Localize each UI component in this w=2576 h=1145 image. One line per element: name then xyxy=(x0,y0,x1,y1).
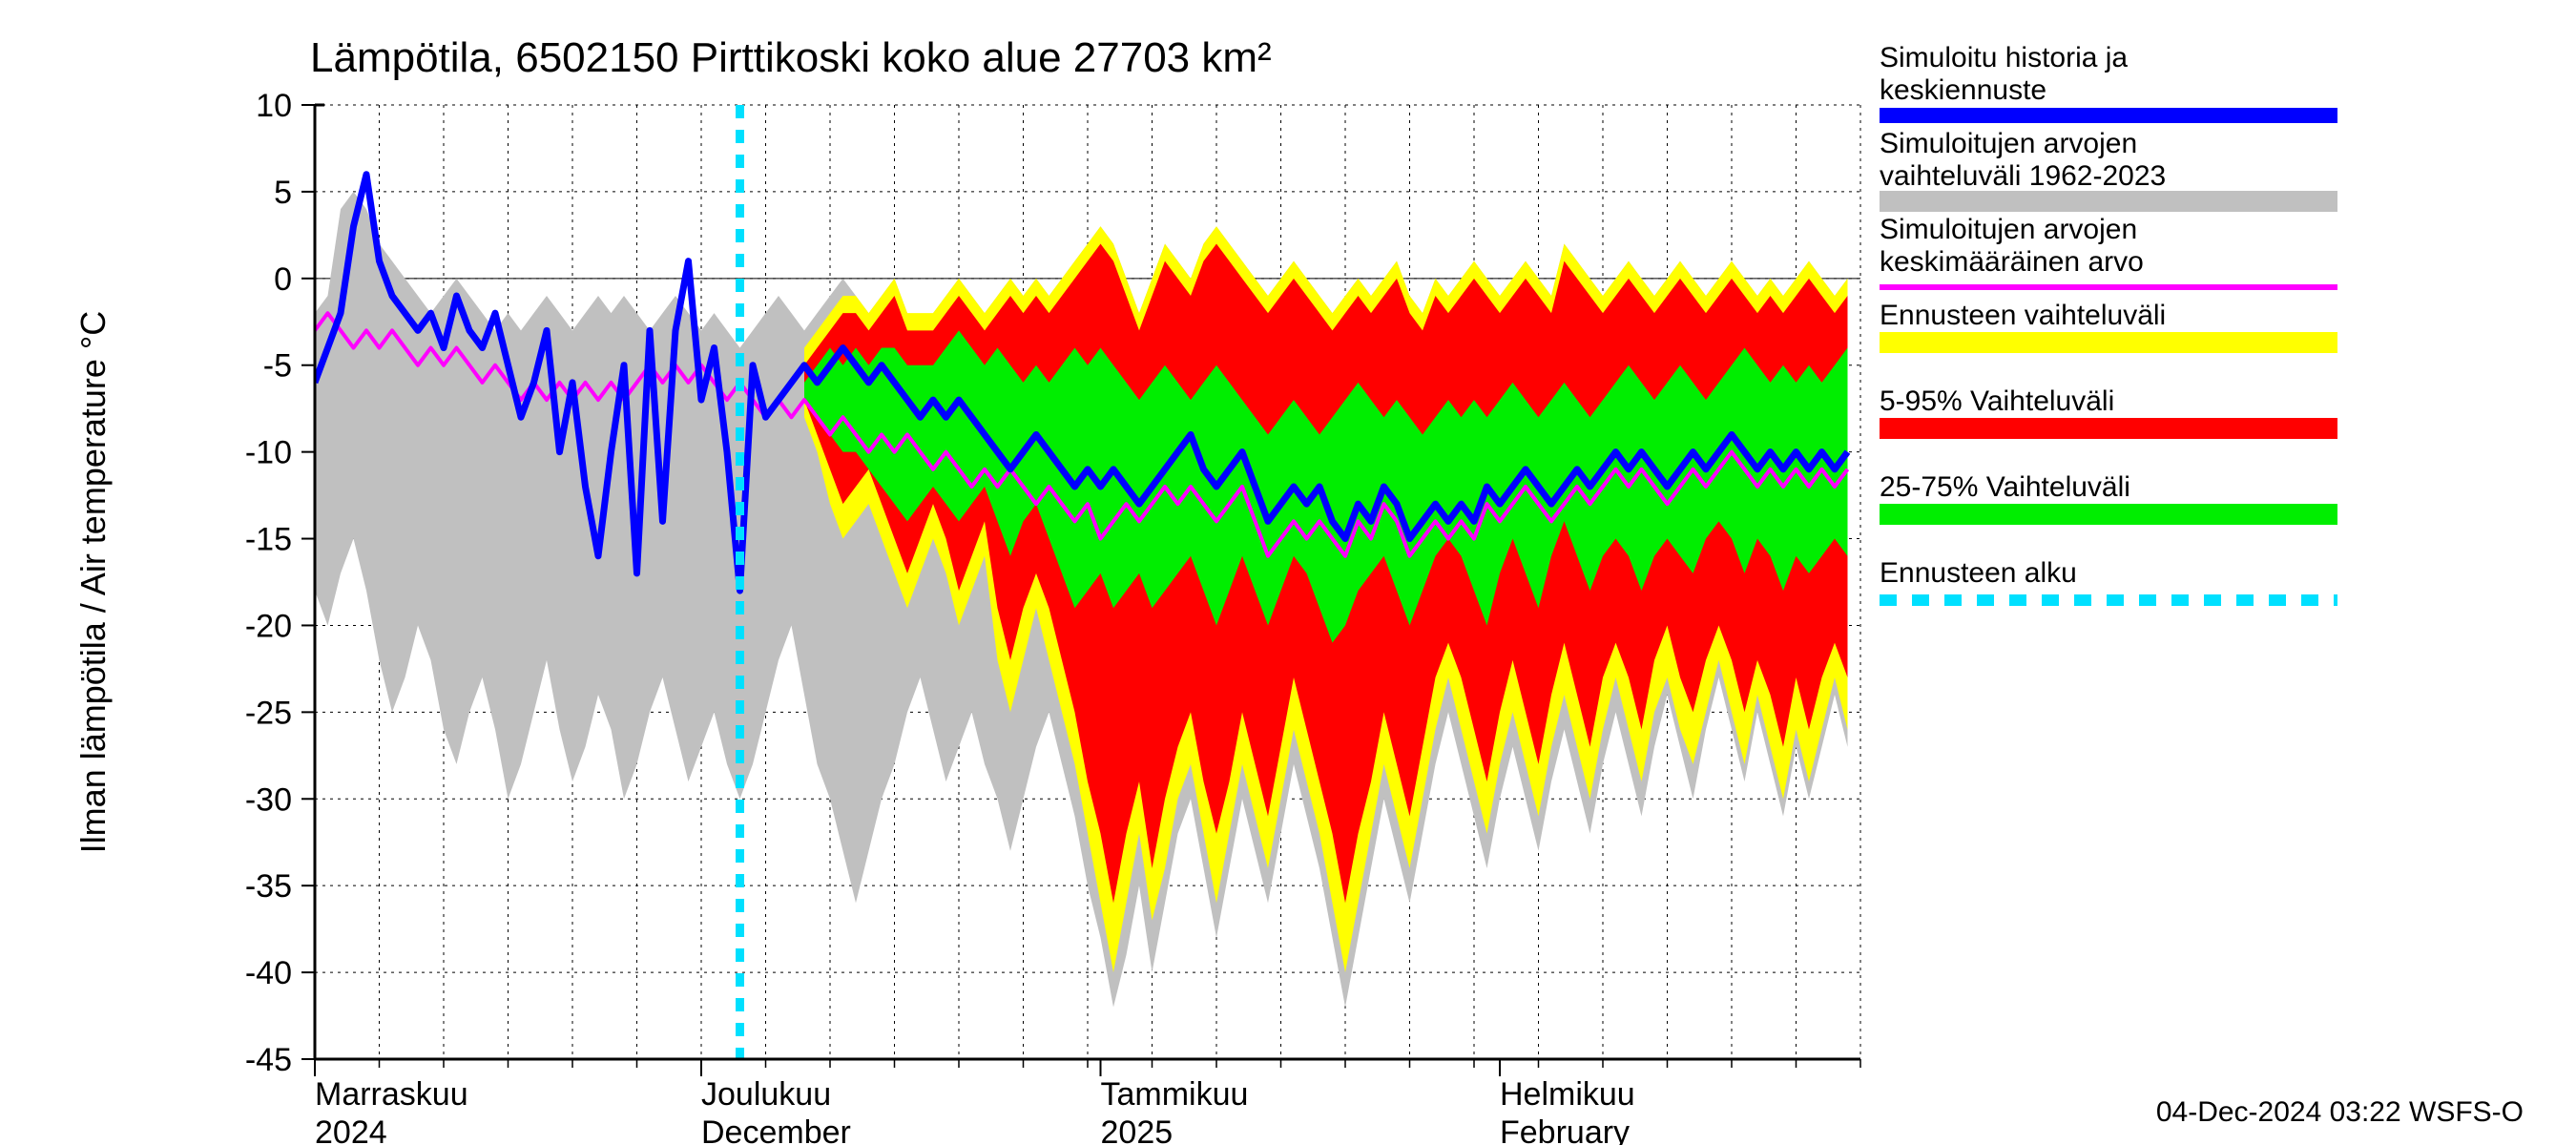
chart-title: Lämpötila, 6502150 Pirttikoski koko alue… xyxy=(310,34,1272,81)
legend-swatch xyxy=(1880,191,2337,212)
footer-timestamp: 04-Dec-2024 03:22 WSFS-O xyxy=(2156,1096,2524,1128)
y-axis-label: Ilman lämpötila / Air temperature °C xyxy=(73,311,113,854)
svg-text:-15: -15 xyxy=(245,522,292,558)
legend-label: 5-95% Vaihteluväli xyxy=(1880,385,2114,417)
legend-item xyxy=(1880,504,2337,525)
chart-svg: 1050-5-10-15-20-25-30-35-40-45Marraskuu2… xyxy=(0,0,2576,1145)
legend-label: vaihteluväli 1962-2023 xyxy=(1880,160,2166,192)
chart-container: 1050-5-10-15-20-25-30-35-40-45Marraskuu2… xyxy=(0,0,2576,1145)
legend-label: keskiennuste xyxy=(1880,74,2046,106)
legend-label: 25-75% Vaihteluväli xyxy=(1880,471,2130,503)
legend-label: keskimääräinen arvo xyxy=(1880,246,2144,278)
svg-text:February: February xyxy=(1500,1114,1630,1145)
legend-item xyxy=(1880,418,2337,439)
svg-text:Tammikuu: Tammikuu xyxy=(1101,1076,1249,1113)
svg-text:5: 5 xyxy=(274,175,292,211)
legend-swatch xyxy=(1880,418,2337,439)
legend-label: Ennusteen vaihteluväli xyxy=(1880,300,2166,331)
svg-text:-5: -5 xyxy=(263,348,292,385)
legend-item xyxy=(1880,191,2337,212)
legend-label: Simuloitujen arvojen xyxy=(1880,214,2137,245)
svg-text:-30: -30 xyxy=(245,781,292,818)
legend-label: Ennusteen alku xyxy=(1880,557,2077,589)
svg-text:2025: 2025 xyxy=(1101,1114,1174,1145)
legend-label: Simuloitujen arvojen xyxy=(1880,128,2137,159)
legend-swatch xyxy=(1880,332,2337,353)
svg-text:Joulukuu: Joulukuu xyxy=(701,1076,831,1113)
svg-text:10: 10 xyxy=(256,88,292,124)
legend-swatch xyxy=(1880,504,2337,525)
svg-text:2024: 2024 xyxy=(315,1114,387,1145)
svg-text:-40: -40 xyxy=(245,955,292,991)
legend-item xyxy=(1880,332,2337,353)
svg-text:-10: -10 xyxy=(245,435,292,471)
svg-text:Marraskuu: Marraskuu xyxy=(315,1076,468,1113)
svg-text:-45: -45 xyxy=(245,1042,292,1078)
svg-text:Helmikuu: Helmikuu xyxy=(1500,1076,1635,1113)
svg-text:-20: -20 xyxy=(245,608,292,644)
svg-text:-25: -25 xyxy=(245,695,292,731)
svg-text:December: December xyxy=(701,1114,851,1145)
legend-label: Simuloitu historia ja xyxy=(1880,42,2128,73)
svg-text:0: 0 xyxy=(274,261,292,298)
svg-text:-35: -35 xyxy=(245,868,292,905)
